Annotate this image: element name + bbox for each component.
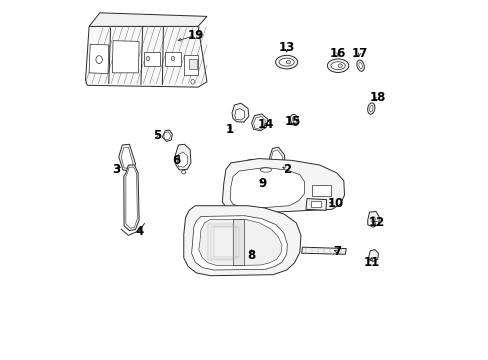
Polygon shape <box>305 199 326 210</box>
Ellipse shape <box>279 58 294 66</box>
Polygon shape <box>162 130 172 141</box>
Polygon shape <box>244 159 258 194</box>
Ellipse shape <box>369 105 372 112</box>
Text: 8: 8 <box>247 248 255 261</box>
Polygon shape <box>89 44 108 73</box>
Text: 9: 9 <box>258 177 266 190</box>
Text: 10: 10 <box>327 197 343 210</box>
Ellipse shape <box>356 60 364 71</box>
Polygon shape <box>368 249 378 261</box>
Polygon shape <box>301 247 346 254</box>
Polygon shape <box>367 211 379 227</box>
Polygon shape <box>183 206 300 276</box>
Bar <box>189 59 197 69</box>
Text: 6: 6 <box>172 154 181 167</box>
Polygon shape <box>233 219 244 265</box>
Polygon shape <box>125 167 137 228</box>
Ellipse shape <box>190 80 194 84</box>
Polygon shape <box>230 167 304 208</box>
Ellipse shape <box>96 56 102 64</box>
Ellipse shape <box>292 117 296 123</box>
Polygon shape <box>163 132 170 140</box>
Polygon shape <box>123 165 139 231</box>
Text: 5: 5 <box>153 129 161 142</box>
Ellipse shape <box>367 103 374 114</box>
Bar <box>312 185 330 196</box>
Ellipse shape <box>330 62 345 69</box>
Ellipse shape <box>181 170 185 174</box>
Polygon shape <box>89 13 206 26</box>
Ellipse shape <box>370 216 374 222</box>
Ellipse shape <box>337 64 342 67</box>
Polygon shape <box>251 114 267 131</box>
Ellipse shape <box>146 57 149 61</box>
Bar <box>310 202 321 207</box>
Text: 19: 19 <box>188 29 204 42</box>
Ellipse shape <box>285 60 290 64</box>
Polygon shape <box>85 26 206 87</box>
Ellipse shape <box>171 57 175 61</box>
Polygon shape <box>231 103 248 122</box>
Polygon shape <box>119 144 135 171</box>
Text: 13: 13 <box>278 41 294 54</box>
Text: 14: 14 <box>257 118 274 131</box>
Polygon shape <box>234 109 244 120</box>
Text: 7: 7 <box>333 245 341 258</box>
Ellipse shape <box>260 168 271 172</box>
Polygon shape <box>253 116 264 129</box>
Text: 17: 17 <box>351 47 367 60</box>
Polygon shape <box>222 158 344 213</box>
Polygon shape <box>267 147 285 188</box>
Text: 4: 4 <box>135 225 143 238</box>
Polygon shape <box>121 147 133 168</box>
Text: 11: 11 <box>363 256 379 269</box>
Text: 18: 18 <box>368 91 385 104</box>
Bar <box>165 52 181 66</box>
Bar <box>143 52 160 66</box>
Polygon shape <box>112 41 139 73</box>
Polygon shape <box>177 152 187 167</box>
Text: 16: 16 <box>329 47 346 60</box>
Polygon shape <box>198 219 282 266</box>
Ellipse shape <box>290 114 298 126</box>
Text: 1: 1 <box>225 123 233 136</box>
Ellipse shape <box>358 63 362 69</box>
Polygon shape <box>175 144 190 170</box>
Ellipse shape <box>275 55 297 69</box>
Text: 3: 3 <box>112 163 120 176</box>
Polygon shape <box>269 150 283 186</box>
Bar <box>183 55 198 75</box>
Text: 12: 12 <box>368 216 384 229</box>
Text: 2: 2 <box>283 163 291 176</box>
Polygon shape <box>191 216 287 270</box>
Text: 15: 15 <box>284 114 300 127</box>
Ellipse shape <box>326 59 348 72</box>
